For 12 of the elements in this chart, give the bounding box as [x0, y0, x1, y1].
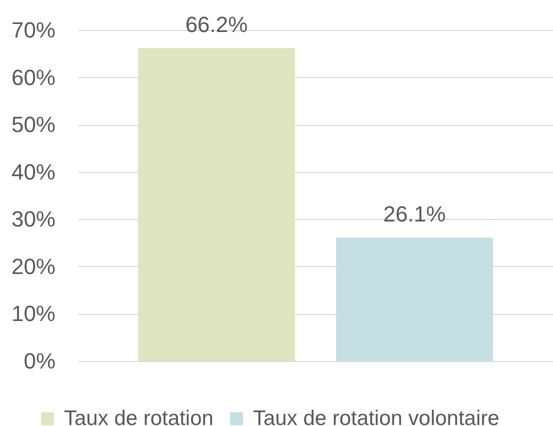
y-tick-label: 40%	[11, 159, 56, 184]
legend-label: Taux de rotation volontaire	[253, 406, 500, 426]
legend-label: Taux de rotation	[64, 406, 214, 426]
y-tick-label: 10%	[11, 301, 56, 326]
y-tick-label: 70%	[11, 18, 56, 42]
y-tick-label: 0%	[24, 348, 56, 374]
y-tick-label: 50%	[11, 112, 56, 138]
y-tick-label: 20%	[11, 254, 56, 279]
data-label: 26.1%	[383, 202, 446, 227]
data-label: 66.2%	[185, 12, 248, 37]
y-tick-label: 30%	[11, 206, 56, 232]
y-tick-label: 60%	[11, 64, 56, 90]
